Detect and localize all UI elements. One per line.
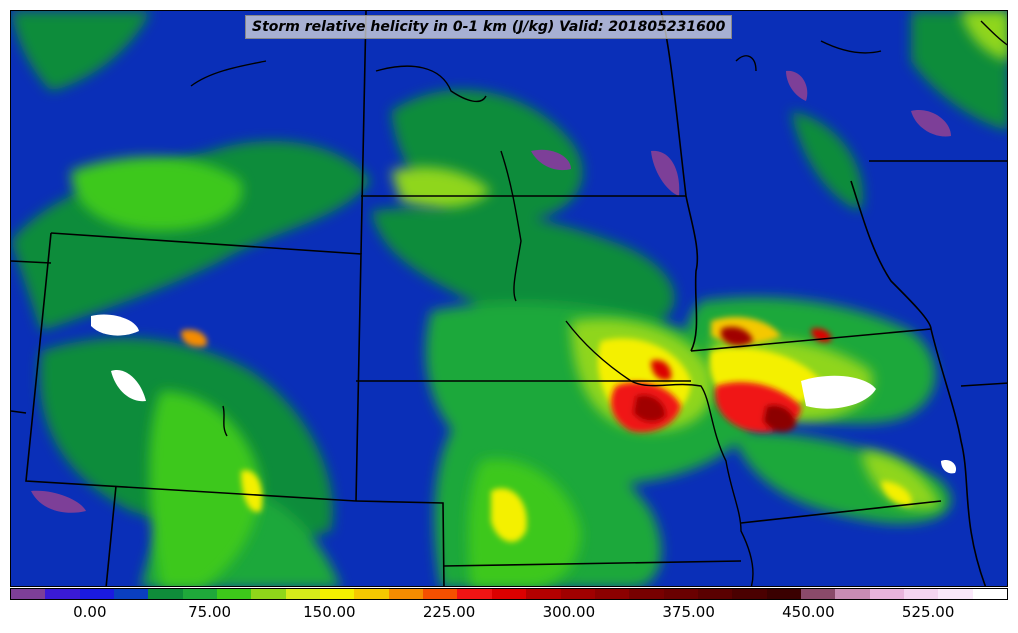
colorbar-segment bbox=[354, 589, 389, 599]
colorbar-segment bbox=[148, 589, 183, 599]
colorbar-segment bbox=[79, 589, 115, 599]
colorbar-segment bbox=[835, 589, 870, 599]
colorbar-tick-label: 300.00 bbox=[542, 603, 596, 621]
colorbar-segment bbox=[251, 589, 286, 599]
colorbar-tick-label: 0.00 bbox=[73, 603, 107, 621]
colorbar-segment bbox=[972, 589, 1007, 599]
colorbar-ticks: 0.00 75.00 150.00 225.00 300.00 375.00 450.00 5… bbox=[10, 600, 1008, 630]
map-panel bbox=[10, 10, 1008, 587]
colorbar-segment bbox=[526, 589, 561, 599]
colorbar-segment bbox=[320, 589, 355, 599]
colorbar-segment bbox=[114, 589, 149, 599]
colorbar bbox=[10, 588, 1008, 600]
colorbar-segment bbox=[285, 589, 321, 599]
rivers bbox=[190, 20, 1007, 586]
colorbar-segment bbox=[629, 589, 664, 599]
colorbar-segment bbox=[766, 589, 801, 599]
colorbar-segment bbox=[560, 589, 595, 599]
colorbar-segment bbox=[423, 589, 458, 599]
colorbar-segment bbox=[732, 589, 767, 599]
colorbar-tick-label: 75.00 bbox=[188, 603, 232, 621]
colorbar-segment bbox=[457, 589, 492, 599]
state-boundaries bbox=[11, 11, 1007, 586]
colorbar-tick-label: 525.00 bbox=[901, 603, 955, 621]
colorbar-segment bbox=[182, 589, 218, 599]
colorbar-segment bbox=[869, 589, 904, 599]
colorbar-segment bbox=[903, 589, 939, 599]
contour-red-layer bbox=[611, 326, 832, 433]
colorbar-segment bbox=[45, 589, 80, 599]
colorbar-segment bbox=[11, 589, 46, 599]
colorbar-segment bbox=[800, 589, 836, 599]
colorbar-tick-label: 375.00 bbox=[662, 603, 715, 621]
map-title: Storm relative helicity in 0-1 km (J/kg)… bbox=[245, 15, 733, 39]
colorbar-segment bbox=[491, 589, 527, 599]
colorbar-tick-label: 225.00 bbox=[422, 603, 476, 621]
contour-lightgreen-layer bbox=[71, 11, 1007, 586]
colorbar-segment bbox=[388, 589, 424, 599]
contour-purple-white-layer bbox=[31, 70, 957, 513]
colorbar-segment bbox=[217, 589, 252, 599]
colorbar-tick-label: 150.00 bbox=[303, 603, 356, 621]
colorbar-tick-label: 450.00 bbox=[782, 603, 835, 621]
helicity-map bbox=[11, 11, 1007, 586]
colorbar-segment bbox=[663, 589, 698, 599]
colorbar-segment bbox=[697, 589, 733, 599]
colorbar-segment bbox=[594, 589, 630, 599]
colorbar-segment bbox=[938, 589, 973, 599]
